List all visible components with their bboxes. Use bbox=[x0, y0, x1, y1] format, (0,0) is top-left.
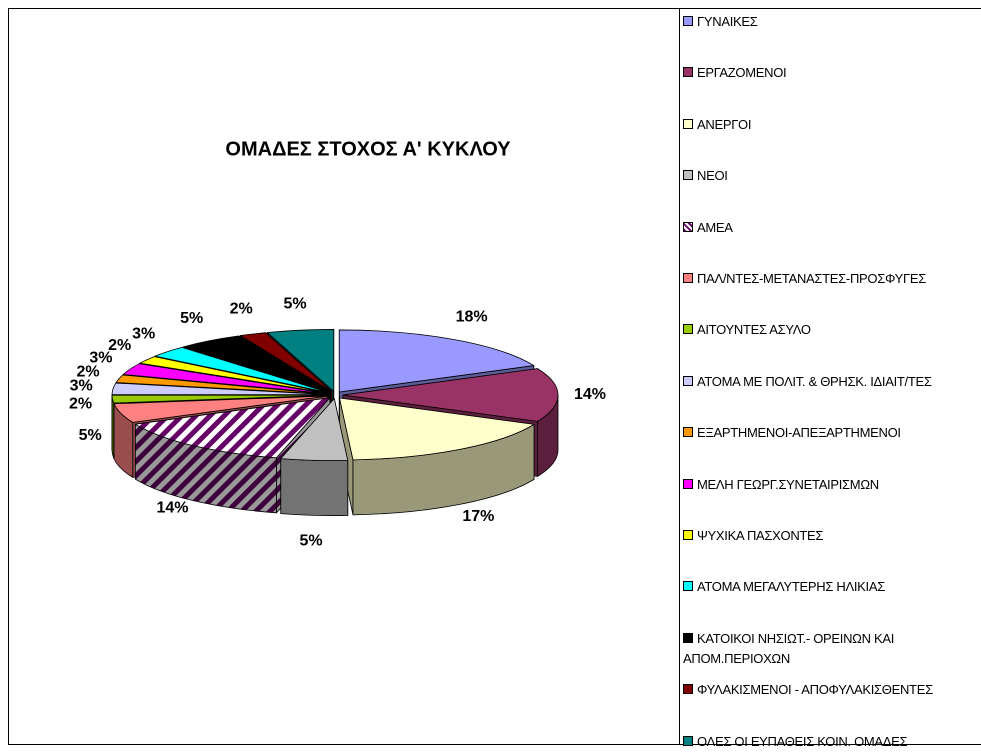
legend-label: ΑΤΟΜΑ ΜΕΓΑΛΥΤΕΡΗΣ ΗΛΙΚΙΑΣ bbox=[697, 579, 885, 595]
slice-side bbox=[280, 458, 349, 516]
percent-label: 5% bbox=[299, 533, 322, 550]
legend-swatch bbox=[683, 581, 693, 592]
legend-swatch bbox=[683, 632, 693, 643]
legend-swatch bbox=[683, 478, 693, 489]
percent-label: 14% bbox=[574, 386, 606, 403]
legend-swatch bbox=[683, 735, 693, 746]
percent-label: 2% bbox=[76, 363, 99, 380]
pie-slice bbox=[342, 368, 559, 422]
pie-slice bbox=[182, 335, 331, 393]
legend-swatch bbox=[683, 118, 693, 129]
pie-slice bbox=[122, 363, 329, 394]
legend-label: ΓΥΝΑΙΚΕΣ bbox=[697, 14, 758, 29]
legend-swatch bbox=[683, 221, 693, 232]
legend-item: ΝΕΟΙ bbox=[683, 166, 728, 186]
legend-item: ΟΛΕΣ ΟΙ ΕΥΠΑΘΕΙΣ ΚΟΙΝ. ΟΜΑΔΕΣ bbox=[683, 732, 908, 752]
legend-item: ΨΥΧΙΚΑ ΠΑΣΧΟΝΤΕΣ bbox=[683, 526, 823, 546]
legend-swatch bbox=[683, 170, 693, 181]
legend-swatch bbox=[683, 684, 693, 695]
legend-swatch bbox=[683, 375, 693, 386]
legend-item: ΑΜΕΑ bbox=[683, 218, 733, 238]
percent-label: 2% bbox=[108, 337, 131, 354]
legend-label: ΝΕΟΙ bbox=[697, 168, 728, 184]
legend-item: ΑΤΟΜΑ ΜΕΓΑΛΥΤΕΡΗΣ ΗΛΙΚΙΑΣ bbox=[683, 577, 885, 597]
pie-slice bbox=[134, 397, 331, 459]
pie-slice bbox=[339, 397, 535, 461]
legend-swatch bbox=[683, 530, 693, 540]
slice-side bbox=[111, 394, 115, 459]
legend-item: ΠΑΛ/ΝΤΕΣ-ΜΕΤΑΝΑΣΤΕΣ-ΠΡΟΣΦΥΓΕΣ bbox=[683, 269, 926, 289]
legend-label: ΑΜΕΑ bbox=[697, 219, 733, 235]
legend-label: ΑΙΤΟΥΝΤΕΣ ΑΣΥΛΟ bbox=[697, 322, 811, 338]
legend-label: ΜΕΛΗ ΓΕΩΡΓ.ΣΥΝΕΤΑΙΡΙΣΜΩΝ bbox=[697, 476, 879, 492]
legend-label: ΕΡΓΑΖΟΜΕΝΟΙ bbox=[697, 65, 787, 81]
legend-label: ΕΞΑΡΤΗΜΕΝΟΙ-ΑΠΕΞΑΡΤΗΜΕΝΟΙ bbox=[697, 425, 901, 441]
percent-label: 3% bbox=[132, 325, 155, 342]
pie-slice bbox=[139, 356, 329, 394]
percent-label: 2% bbox=[69, 395, 92, 412]
pie-slice bbox=[111, 394, 328, 404]
legend-item: ΕΡΓΑΖΟΜΕΝΟΙ bbox=[683, 63, 787, 83]
pie-slice bbox=[154, 347, 330, 394]
legend-label: ΠΑΛ/ΝΤΕΣ-ΜΕΤΑΝΑΣΤΕΣ-ΠΡΟΣΦΥΓΕΣ bbox=[697, 271, 926, 286]
chart-frame bbox=[8, 8, 981, 745]
pie-slice bbox=[111, 382, 328, 396]
legend-item: ΚΑΤΟΙΚΟΙ ΝΗΣΙΩΤ.- ΟΡΕΙΝΩΝ ΚΑΙ ΑΠΟΜ.ΠΕΡΙΟ… bbox=[683, 629, 958, 669]
percent-label: 17% bbox=[462, 508, 494, 525]
percent-label: 5% bbox=[79, 427, 102, 444]
legend-label: ΑΝΕΡΓΟΙ bbox=[697, 116, 752, 132]
pie-slice bbox=[113, 395, 328, 423]
percent-label: 5% bbox=[180, 310, 203, 327]
legend-label: ΑΤΟΜΑ ΜΕ ΠΟΛΙΤ. & ΘΡΗΣΚ. ΙΔΙΑΙΤ/ΤΕΣ bbox=[697, 373, 932, 389]
chart-title: ΟΜΑΔΕΣ ΣΤΟΧΟΣ Α' ΚΥΚΛΟΥ bbox=[225, 138, 511, 160]
percent-label: 14% bbox=[156, 499, 188, 516]
legend-swatch bbox=[683, 16, 693, 26]
pie-slice bbox=[266, 329, 335, 392]
legend-item: ΕΞΑΡΤΗΜΕΝΟΙ-ΑΠΕΞΑΡΤΗΜΕΝΟΙ bbox=[683, 423, 901, 443]
legend-swatch bbox=[683, 273, 693, 283]
legend-label: ΟΛΕΣ ΟΙ ΕΥΠΑΘΕΙΣ ΚΟΙΝ. ΟΜΑΔΕΣ bbox=[697, 733, 908, 749]
pie-slice bbox=[280, 398, 349, 461]
legend-swatch bbox=[683, 324, 693, 335]
legend-label: ΨΥΧΙΚΑ ΠΑΣΧΟΝΤΕΣ bbox=[697, 528, 824, 543]
percent-label: 5% bbox=[284, 295, 307, 312]
legend-item: ΓΥΝΑΙΚΕΣ bbox=[683, 12, 758, 32]
legend-item: ΜΕΛΗ ΓΕΩΡΓ.ΣΥΝΕΤΑΙΡΙΣΜΩΝ bbox=[683, 475, 879, 495]
percent-label: 2% bbox=[230, 301, 253, 318]
legend-swatch bbox=[683, 67, 693, 78]
legend-item: ΑΝΕΡΓΟΙ bbox=[683, 115, 751, 135]
percent-label: 18% bbox=[456, 309, 488, 326]
legend-label: ΦΥΛΑΚΙΣΜΕΝΟΙ - ΑΠΟΦΥΛΑΚΙΣΘΕΝΤΕΣ bbox=[697, 682, 933, 698]
pie-slice bbox=[240, 332, 333, 393]
legend-swatch bbox=[683, 427, 693, 438]
pie-slice bbox=[115, 374, 328, 395]
percent-label: 3% bbox=[70, 378, 93, 395]
legend-item: ΦΥΛΑΚΙΣΜΕΝΟΙ - ΑΠΟΦΥΛΑΚΙΣΘΕΝΤΕΣ bbox=[683, 680, 958, 700]
legend-label: ΚΑΤΟΙΚΟΙ ΝΗΣΙΩΤ.- ΟΡΕΙΝΩΝ ΚΑΙ ΑΠΟΜ.ΠΕΡΙΟ… bbox=[683, 630, 895, 666]
legend-item: ΑΙΤΟΥΝΤΕΣ ΑΣΥΛΟ bbox=[683, 320, 811, 340]
legend-item: ΑΤΟΜΑ ΜΕ ΠΟΛΙΤ. & ΘΡΗΣΚ. ΙΔΙΑΙΤ/ΤΕΣ bbox=[683, 372, 932, 392]
percent-label: 3% bbox=[89, 350, 112, 367]
pie-slice bbox=[338, 329, 535, 393]
